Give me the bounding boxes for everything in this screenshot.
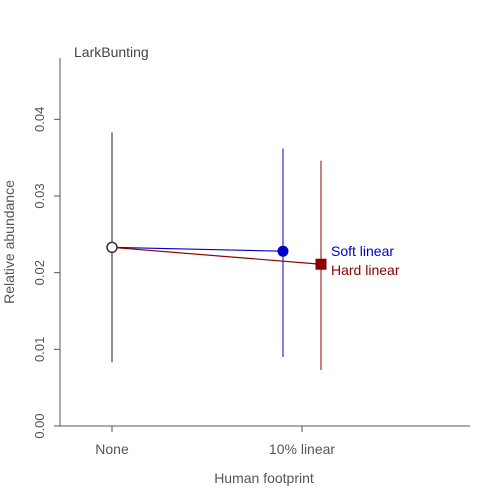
x-tick-label-0: None: [95, 441, 129, 457]
legend-label-soft-linear: Soft linear: [331, 243, 394, 259]
y-tick-label-1: 0.01: [32, 337, 47, 362]
point-soft-linear: [277, 245, 289, 257]
error-bars: [111, 132, 322, 371]
x-axis-label: Human footprint: [214, 470, 314, 486]
x-ticks: None 10% linear: [95, 426, 335, 457]
y-tick-label-0: 0.00: [32, 413, 47, 438]
axes: [59, 58, 470, 427]
legend: Soft linear Hard linear: [331, 243, 400, 278]
legend-label-hard-linear: Hard linear: [331, 262, 400, 278]
point-hard-linear: [315, 258, 327, 270]
y-ticks: 0.00 0.01 0.02 0.03 0.04: [32, 107, 60, 439]
connector-lines: [111, 246, 322, 265]
x-tick-label-1: 10% linear: [269, 441, 335, 457]
y-tick-label-4: 0.04: [32, 107, 47, 132]
point-reference: [106, 241, 118, 254]
y-tick-label-3: 0.03: [32, 183, 47, 208]
connector-hard-linear: [111, 246, 322, 265]
chart-title: LarkBunting: [74, 44, 149, 60]
connector-soft-linear: [111, 246, 284, 252]
y-tick-label-2: 0.02: [32, 260, 47, 285]
y-axis-label: Relative abundance: [1, 180, 17, 304]
data-points: [106, 241, 327, 270]
